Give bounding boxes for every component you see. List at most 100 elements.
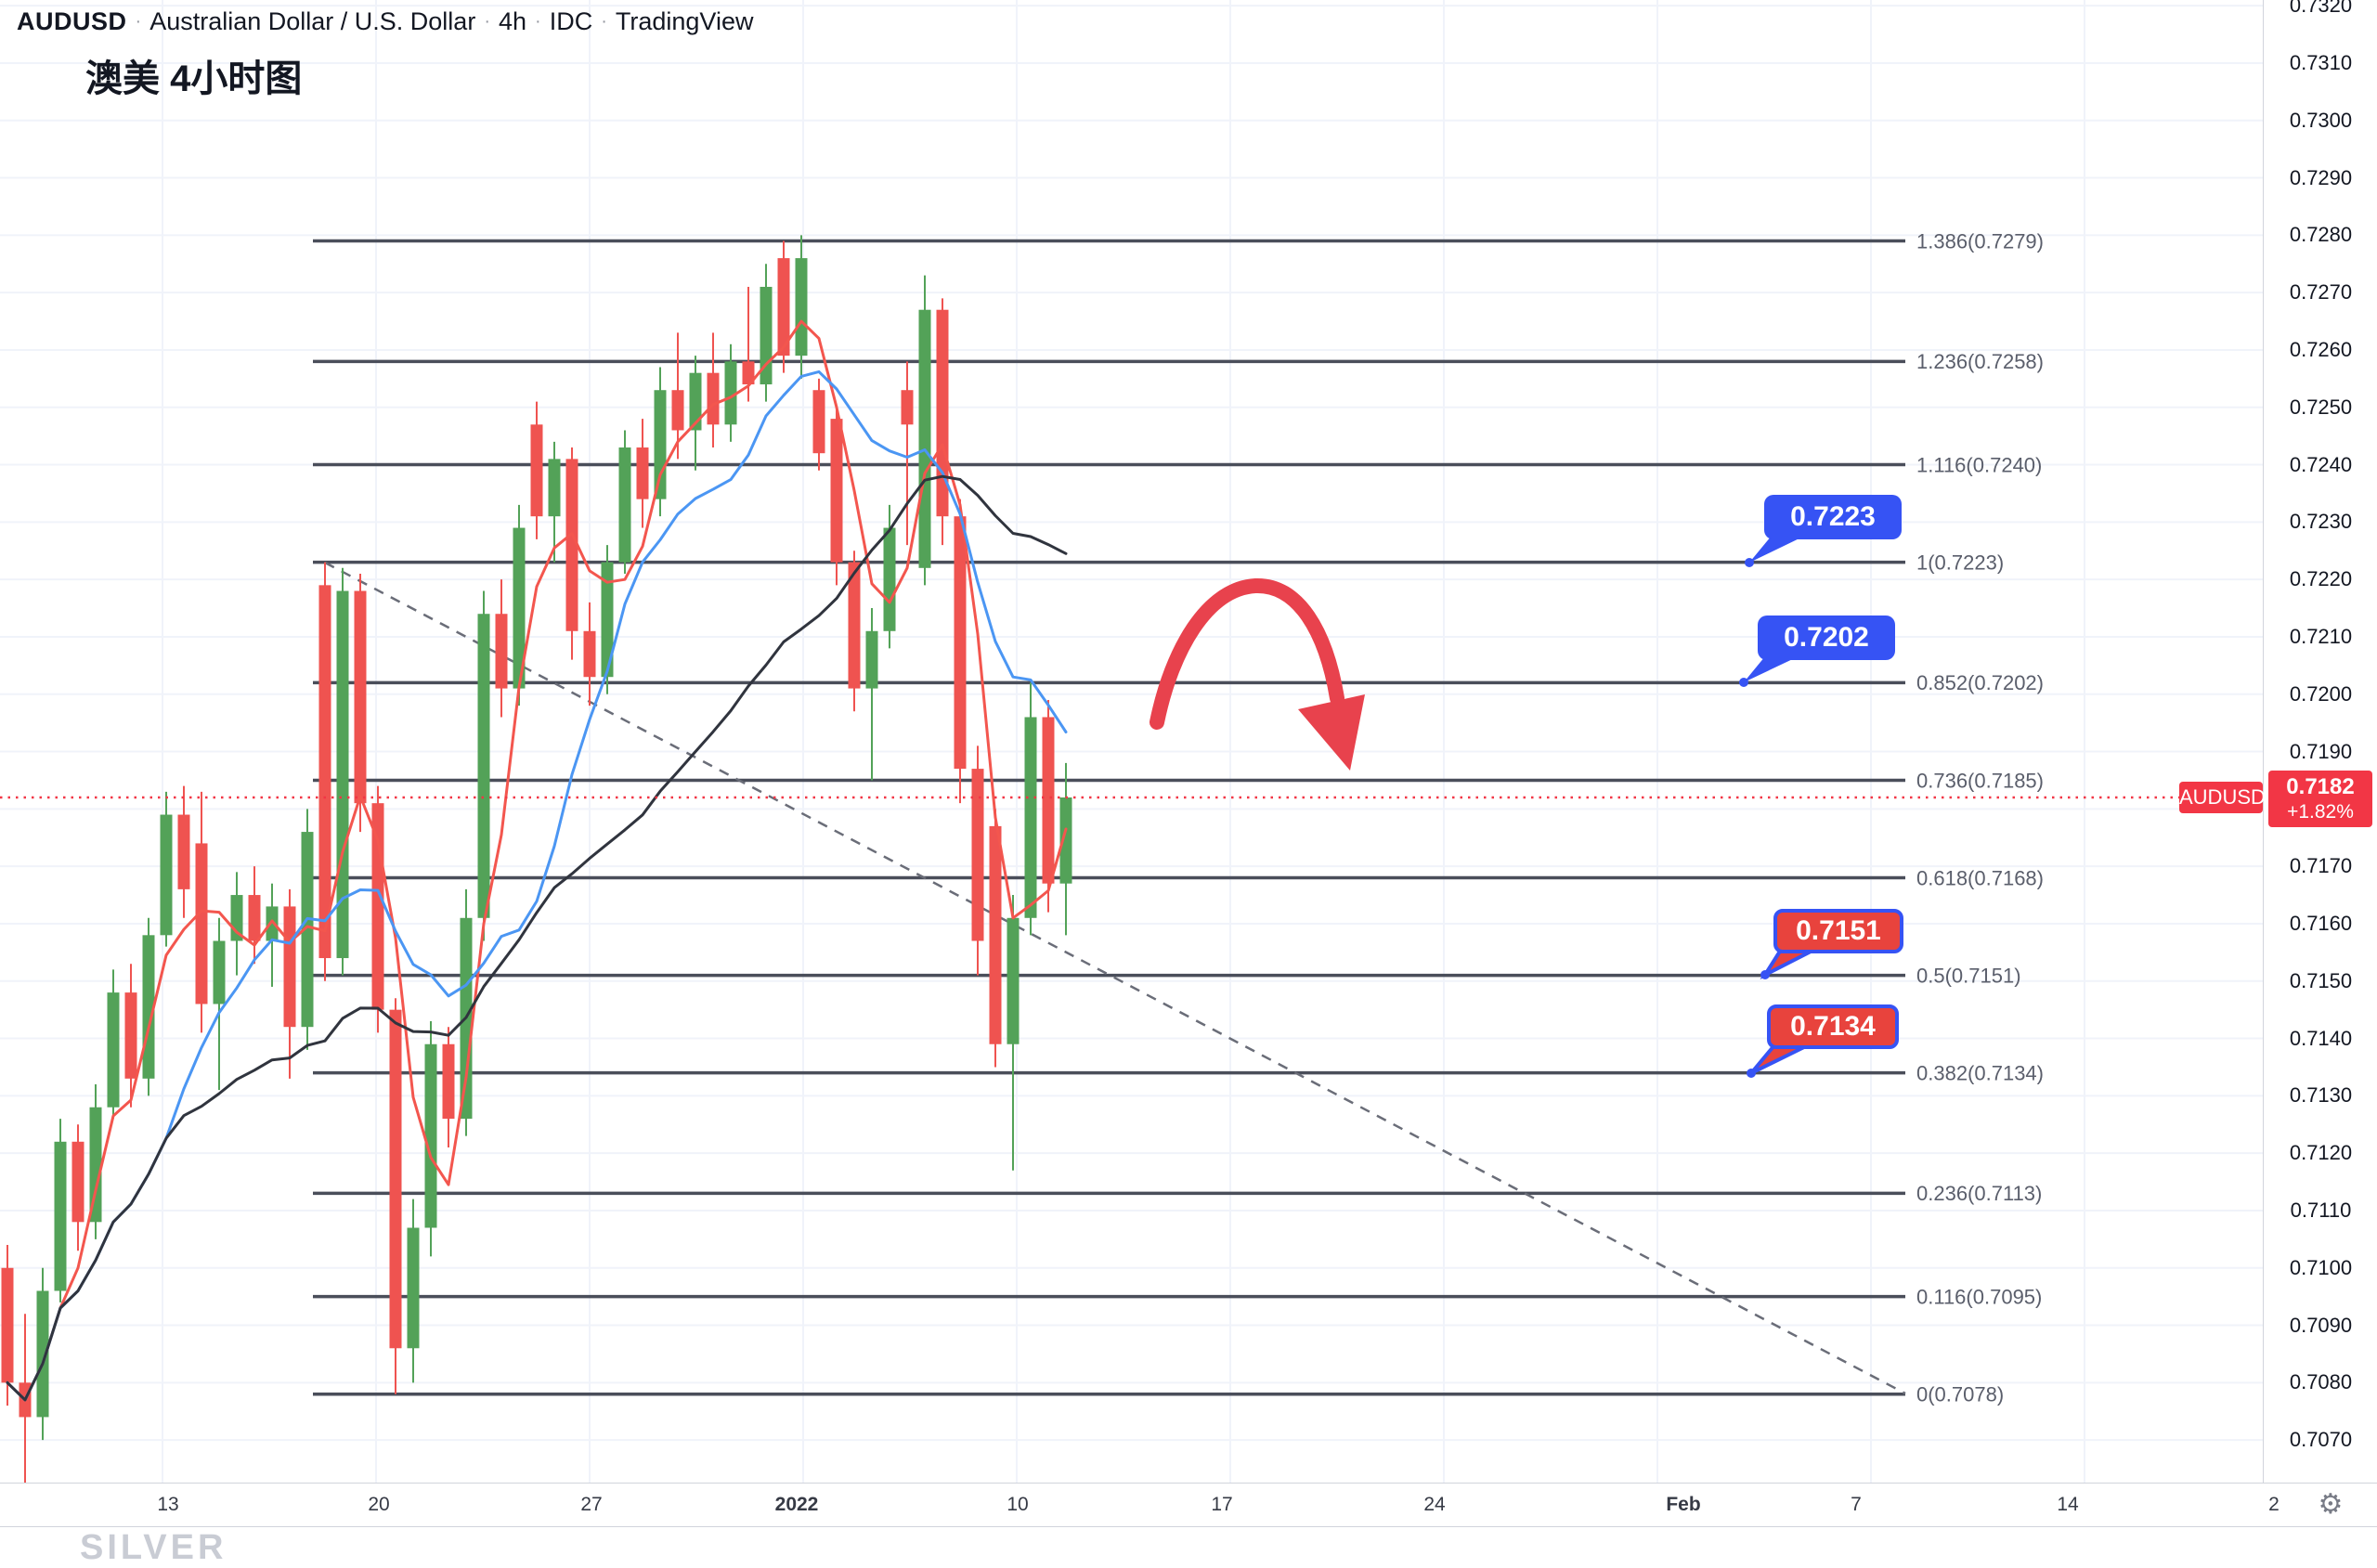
fib-level-label: 0.736(0.7185) bbox=[1916, 769, 2044, 792]
candle-body bbox=[354, 590, 367, 804]
candle-body bbox=[530, 424, 543, 517]
price-tick-0.7090: 0.7090 bbox=[2289, 1313, 2353, 1337]
candle-body bbox=[954, 516, 967, 770]
price-tick-0.7170: 0.7170 bbox=[2289, 854, 2353, 878]
callout-tail bbox=[1760, 948, 1815, 980]
candle-body bbox=[936, 309, 949, 517]
fib-level-label: 0(0.7078) bbox=[1916, 1383, 2004, 1406]
fib-trendline[interactable] bbox=[324, 561, 1906, 1395]
candle-body bbox=[795, 258, 808, 356]
candle-body bbox=[107, 992, 120, 1108]
dot-separator-icon: · bbox=[601, 11, 607, 32]
fib-level-label: 1(0.7223) bbox=[1916, 551, 2004, 574]
current-price-label: 0.7182 +1.82% bbox=[2268, 771, 2372, 827]
candle-body bbox=[865, 630, 878, 689]
dot-separator-icon: · bbox=[535, 11, 541, 32]
price-tick-0.7220: 0.7220 bbox=[2289, 567, 2353, 591]
price-tick-0.7270: 0.7270 bbox=[2289, 280, 2353, 305]
down-arrow-head-icon[interactable] bbox=[1298, 694, 1365, 771]
price-tick-0.7160: 0.7160 bbox=[2289, 911, 2353, 935]
price-tick-0.7210: 0.7210 bbox=[2289, 624, 2353, 648]
callout-anchor-dot bbox=[1745, 558, 1754, 567]
price-tick-0.7320: 0.7320 bbox=[2289, 0, 2353, 18]
price-tick-0.7230: 0.7230 bbox=[2289, 510, 2353, 534]
price-callout-0.7202[interactable]: 0.7202 bbox=[1758, 616, 1895, 660]
candle-body bbox=[177, 814, 190, 889]
time-axis[interactable]: 13 20 27 2022 10 17 24 Feb 7 14 2 bbox=[0, 1483, 2377, 1527]
candle-body bbox=[1007, 917, 1020, 1044]
fib-level-label: 1.236(0.7258) bbox=[1916, 350, 2044, 373]
fib-level-label: 0.382(0.7134) bbox=[1916, 1061, 2044, 1084]
candle-body bbox=[495, 614, 508, 689]
candle-body bbox=[671, 390, 684, 431]
time-tick-7: 7 bbox=[1851, 1494, 1862, 1515]
candle-body bbox=[424, 1043, 437, 1228]
price-tick-0.7240: 0.7240 bbox=[2289, 452, 2353, 476]
chart-legend[interactable]: AUDUSD · Australian Dollar / U.S. Dollar · 4… bbox=[17, 7, 753, 36]
candle-body bbox=[301, 832, 314, 1028]
fib-level-label: 1.116(0.7240) bbox=[1916, 453, 2042, 476]
interval-label[interactable]: 4h bbox=[498, 7, 527, 35]
platform-label[interactable]: TradingView bbox=[615, 7, 754, 35]
candle-body bbox=[213, 940, 226, 1004]
exchange-label: IDC bbox=[549, 7, 593, 35]
price-tick-0.7100: 0.7100 bbox=[2289, 1255, 2353, 1279]
candle-body bbox=[389, 1009, 402, 1349]
symbol-name[interactable]: AUDUSD bbox=[17, 7, 127, 35]
candle-body bbox=[318, 585, 331, 959]
candle-body bbox=[124, 992, 137, 1079]
time-tick-27: 27 bbox=[580, 1494, 603, 1515]
candle-body bbox=[548, 459, 561, 517]
chart-annotation-title: 澳美 4小时图 bbox=[85, 58, 303, 99]
ma-mid-line bbox=[6, 369, 1068, 1402]
candle-body bbox=[830, 419, 843, 563]
candle-body bbox=[583, 630, 596, 678]
price-tick-0.7110: 0.7110 bbox=[2290, 1198, 2352, 1222]
candle-body bbox=[371, 803, 384, 1010]
candle-body bbox=[883, 527, 896, 631]
time-tick-17: 17 bbox=[1211, 1494, 1233, 1515]
candle-body bbox=[195, 843, 208, 1004]
candle-body bbox=[89, 1107, 102, 1223]
price-tick-0.7250: 0.7250 bbox=[2289, 395, 2353, 419]
candle-body bbox=[848, 562, 861, 689]
ma-fast-line bbox=[6, 319, 1068, 1402]
candle-body bbox=[1059, 797, 1072, 884]
watchlist-symbol-silver[interactable]: SILVER bbox=[80, 1528, 227, 1567]
gear-icon[interactable]: ⚙ bbox=[2318, 1489, 2344, 1520]
price-tick-0.7070: 0.7070 bbox=[2289, 1428, 2353, 1452]
candle-body bbox=[971, 769, 984, 941]
fib-level-label: 0.618(0.7168) bbox=[1916, 866, 2044, 889]
candle-body bbox=[442, 1043, 455, 1120]
candle-body bbox=[707, 372, 720, 425]
callout-tail bbox=[1744, 656, 1799, 682]
time-tick-20: 20 bbox=[368, 1494, 390, 1515]
price-callout-0.7151[interactable]: 0.7151 bbox=[1773, 909, 1903, 953]
price-tick-0.7260: 0.7260 bbox=[2289, 337, 2353, 361]
candle-body bbox=[601, 562, 614, 678]
candle-body bbox=[36, 1290, 49, 1418]
candle-body bbox=[636, 447, 649, 499]
price-callout-0.7223[interactable]: 0.7223 bbox=[1764, 495, 1902, 539]
price-callout-0.7134[interactable]: 0.7134 bbox=[1767, 1004, 1899, 1049]
price-tick-0.7120: 0.7120 bbox=[2289, 1141, 2353, 1165]
time-tick-13: 13 bbox=[157, 1494, 179, 1515]
candle-body bbox=[654, 390, 667, 499]
down-arrow-annotation[interactable] bbox=[1150, 578, 1344, 730]
candle-body bbox=[71, 1141, 84, 1223]
price-tick-0.7280: 0.7280 bbox=[2289, 223, 2353, 247]
candle-body bbox=[1, 1267, 14, 1383]
time-tick-14: 14 bbox=[2057, 1494, 2079, 1515]
candle-body bbox=[266, 906, 279, 941]
fib-level-label: 1.386(0.7279) bbox=[1916, 229, 2044, 253]
price-axis[interactable]: 0.7182 +1.82% 0.7320 0.7310 0.7300 0.7290 0.… bbox=[2263, 0, 2377, 1525]
time-tick-24: 24 bbox=[1423, 1494, 1446, 1515]
callout-anchor-dot bbox=[1760, 970, 1770, 979]
candle-body bbox=[477, 614, 490, 918]
candle-body bbox=[989, 825, 1002, 1044]
candle-body bbox=[283, 906, 296, 1028]
candle-body bbox=[724, 361, 737, 425]
fib-level-label: 0.236(0.7113) bbox=[1916, 1182, 2042, 1205]
